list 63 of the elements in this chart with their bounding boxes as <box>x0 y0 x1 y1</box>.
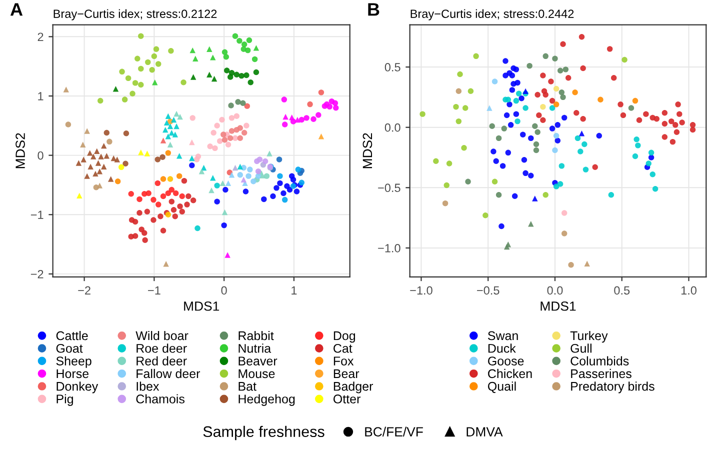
legend-label: Chicken <box>488 368 532 378</box>
chart-subtitle: Bray−Curtis idex; stress:0.2442 <box>410 9 574 20</box>
legend-label: Chamois <box>136 394 184 404</box>
legend-label: Goose <box>488 356 524 366</box>
y-tick-label: −2 <box>30 270 44 278</box>
legend-label: Hedgehog <box>238 394 295 406</box>
legend-label: Goat <box>56 344 83 353</box>
y-tick-label: −1 <box>30 210 44 219</box>
x-tick-label: 0 <box>221 286 227 295</box>
x-tick-label: 0.0 <box>547 286 563 295</box>
y-axis-title: MDS2 <box>16 133 25 168</box>
x-tick-label: −1.0 <box>410 286 432 295</box>
legend-label: Otter <box>334 394 360 404</box>
x-tick-label: −1 <box>148 286 160 294</box>
legend-label: Cattle <box>56 330 88 340</box>
legend-label: Beaver <box>238 356 278 366</box>
legend-label: Columbids <box>570 356 629 366</box>
legend-label: Bat <box>238 382 256 391</box>
legend-label: Red deer <box>136 356 187 366</box>
legend-label: Horse <box>56 369 89 378</box>
legend-label: Quail <box>488 382 516 393</box>
y-tick-label: −1.0 <box>378 244 400 252</box>
x-tick-label: 1 <box>292 286 297 294</box>
legend-label: Turkey <box>570 330 608 343</box>
legend-label: Duck <box>488 344 516 353</box>
legend-label: Passerines <box>571 368 632 378</box>
chart-title: B <box>368 3 380 16</box>
x-axis-title: MDS1 <box>184 301 220 311</box>
y-axis-title: MDS2 <box>362 133 372 168</box>
x-tick-label: −0.5 <box>477 286 500 295</box>
legend-label: Donkey <box>56 382 98 394</box>
chart-subtitle: Bray−Curtis idex; stress:0.2122 <box>54 9 217 20</box>
legend-label: Sheep <box>56 356 92 368</box>
legend-label: Rabbit <box>238 330 274 340</box>
legend-label: Fallow deer <box>136 368 200 378</box>
y-tick-label: −0.5 <box>378 184 400 192</box>
legend-label: Cat <box>334 344 352 353</box>
legend-label: Wild boar <box>136 330 188 340</box>
legend-label: Roe deer <box>136 344 187 353</box>
legend-label: DMVA <box>466 427 503 436</box>
legend-title: Sample freshness <box>203 426 324 440</box>
x-axis-title: MDS1 <box>540 301 576 311</box>
legend-label: Fox <box>334 356 354 366</box>
y-tick-label: 0.5 <box>384 63 400 72</box>
chart-title: A <box>10 3 23 16</box>
y-tick-label: 1 <box>38 92 44 100</box>
x-tick-label: 0.5 <box>614 286 630 295</box>
legend-label: Pig <box>56 394 73 406</box>
legend-label: Bear <box>334 369 360 378</box>
x-tick-label: −2 <box>78 286 90 294</box>
y-tick-label: 0.0 <box>384 123 400 132</box>
legend-label: Dog <box>334 331 356 343</box>
legend-label: Swan <box>488 331 518 340</box>
legend-label: Mouse <box>238 369 275 378</box>
legend-label: Predatory birds <box>571 382 654 394</box>
legend-label: Gull <box>570 344 592 353</box>
x-tick-label: 1.0 <box>681 286 696 295</box>
legend-label: BC/FE/VF <box>365 426 423 436</box>
legend-label: Nutria <box>238 344 272 353</box>
y-tick-label: 2 <box>38 32 44 41</box>
legend-label: Badger <box>334 382 374 394</box>
y-tick-label: 0 <box>38 151 44 160</box>
legend-label: Ibex <box>136 382 160 391</box>
